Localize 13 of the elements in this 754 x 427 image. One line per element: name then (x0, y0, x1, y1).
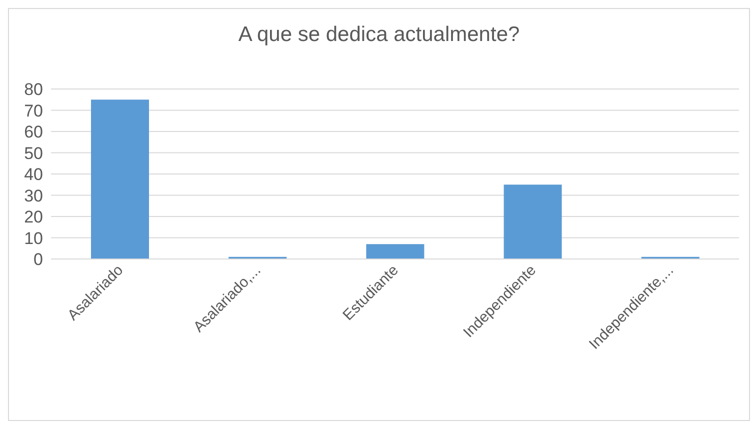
y-tick-label: 80 (24, 80, 43, 100)
y-tick-label: 10 (24, 228, 43, 248)
y-tick-label: 20 (24, 208, 43, 227)
chart-title: A que se dedica actualmente? (237, 23, 521, 47)
y-tick-label: 50 (24, 144, 43, 163)
y-tick-label: 30 (24, 186, 43, 206)
bar (366, 244, 424, 259)
y-tick-label: 70 (24, 101, 43, 120)
bar (504, 184, 562, 259)
bar (91, 100, 149, 259)
y-tick-label: 40 (24, 165, 43, 184)
y-tick-label: 60 (24, 122, 43, 142)
y-tick-label: 0 (34, 250, 43, 270)
